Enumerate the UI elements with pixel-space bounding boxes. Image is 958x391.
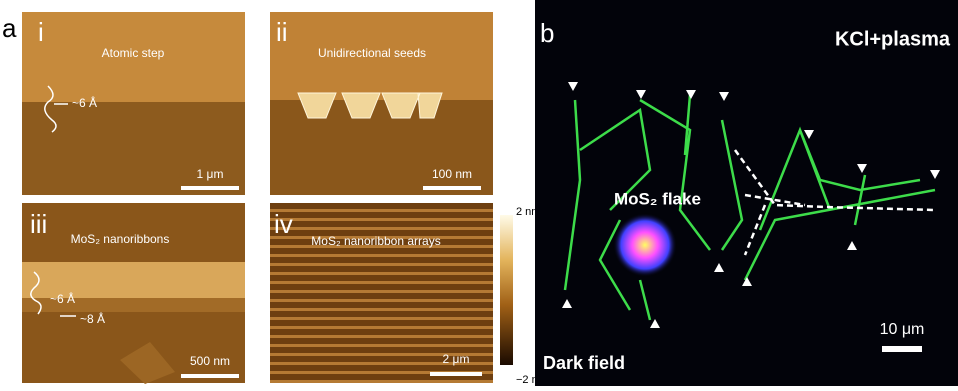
- panel-label: a: [2, 13, 17, 43]
- scale-bar: [181, 374, 239, 378]
- scale-bar-label: 100 nm: [432, 167, 472, 181]
- scale-bar-label: 2 μm: [443, 352, 470, 366]
- scale-bar-label: 10 μm: [880, 321, 925, 338]
- scale-bar: [882, 346, 922, 352]
- image-label: iv: [274, 209, 293, 239]
- annotation: ~6 Å: [72, 95, 97, 110]
- image-title: Unidirectional seeds: [318, 46, 426, 60]
- condition-label: KCl+plasma: [835, 28, 951, 50]
- scale-bar-label: 500 nm: [190, 354, 230, 368]
- afm-image: ii Unidirectional seeds 100 nm: [270, 12, 493, 195]
- annotation: MoS₂ flake: [614, 189, 701, 208]
- scale-bar: [423, 186, 481, 190]
- scale-bar: [181, 186, 239, 190]
- figure: a i Atomic step ~6 Å 1 μm ii Unidirectio…: [0, 0, 958, 386]
- annotation: ~6 Å: [50, 291, 75, 306]
- annotation: ~8 Å: [80, 311, 105, 326]
- colorbar: [500, 215, 513, 365]
- dark-field-image: b KCl+plasma MoS₂ flake 10 μm Dark field: [535, 0, 958, 386]
- scale-bar: [430, 372, 482, 376]
- afm-image: iii MoS₂ nanoribbons ~6 Å ~8 Å 500 nm: [22, 203, 245, 384]
- image-title: Atomic step: [102, 46, 165, 60]
- scale-bar-label: 1 μm: [197, 167, 224, 181]
- image-label: iii: [30, 209, 47, 239]
- image-label: i: [38, 17, 44, 47]
- afm-image: i Atomic step ~6 Å 1 μm: [22, 12, 245, 195]
- mode-label: Dark field: [543, 353, 625, 373]
- image-title: MoS₂ nanoribbons: [71, 232, 170, 246]
- afm-image: iv MoS₂ nanoribbon arrays 2 μm: [270, 203, 493, 383]
- panel-label: b: [540, 18, 554, 48]
- image-title: MoS₂ nanoribbon arrays: [311, 234, 440, 248]
- image-label: ii: [276, 17, 288, 47]
